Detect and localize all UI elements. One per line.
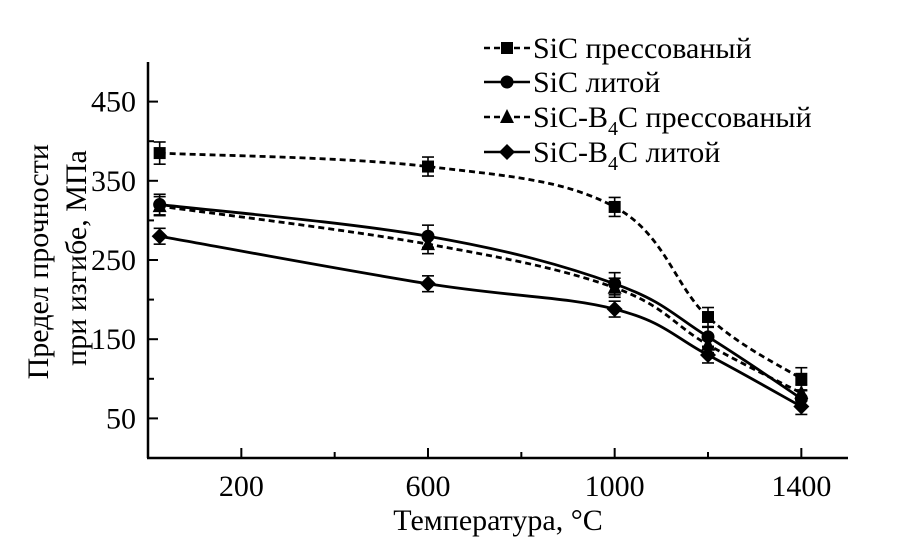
data-point-square <box>422 160 434 173</box>
legend-label-sic-cast: SiC литой <box>533 66 660 99</box>
data-point-square <box>795 372 808 385</box>
legend-label-sicb4c-cast-sub: 4 <box>608 153 618 175</box>
data-point-triangle <box>607 279 622 294</box>
y-axis-title-line-2: при изгибе, МПа <box>60 150 93 366</box>
data-point-triangle <box>701 336 715 351</box>
data-point-diamond <box>420 275 436 292</box>
axis-ticks <box>148 100 803 458</box>
data-point-diamond <box>793 398 810 415</box>
data-point-square <box>702 311 714 324</box>
data-point-diamond <box>700 347 716 364</box>
data-point-square <box>153 147 166 160</box>
series-line-3 <box>159 234 803 408</box>
y-axis-title: Предел прочности при изгибе, МПа <box>22 137 93 380</box>
series-line-0 <box>159 151 803 380</box>
legend-label-sicb4c-pressed-post: C прессованый <box>618 101 812 134</box>
y-tick-label: 450 <box>91 86 136 119</box>
y-tick-label: 250 <box>91 244 136 277</box>
legend-marker-diamond <box>499 144 515 160</box>
legend-item-sic-pressed: SiC прессованый <box>484 32 752 65</box>
data-point-triangle <box>421 236 435 251</box>
legend-label-sicb4c-cast-pre: SiC-B <box>533 136 608 169</box>
series-line-2 <box>159 204 802 395</box>
legend-item-sicb4c-cast: SiC-B4C литой <box>484 136 720 175</box>
legend-label-sicb4c-pressed-pre: SiC-B <box>533 101 608 134</box>
legend-label-sicb4c-cast: SiC-B4C литой <box>533 136 720 175</box>
legend-item-sic-cast: SiC литой <box>484 66 660 99</box>
y-tick-label: 50 <box>106 402 136 435</box>
legend-item-sicb4c-pressed: SiC-B4C прессованый <box>484 101 812 140</box>
error-bars <box>153 141 808 416</box>
legend-label-sicb4c-pressed: SiC-B4C прессованый <box>533 101 812 140</box>
legend: SiC прессованый SiC литой SiC-B4C прессо… <box>484 32 812 175</box>
data-point-triangle <box>794 385 809 400</box>
y-axis-title-line-1: Предел прочности <box>22 144 55 379</box>
x-tick-label: 1400 <box>771 470 831 503</box>
legend-label-sicb4c-cast-post: C литой <box>618 136 720 169</box>
legend-marker-square <box>501 42 513 54</box>
data-point-triangle <box>152 198 167 213</box>
series-line-1 <box>159 203 803 400</box>
data-point-square <box>608 200 621 213</box>
x-tick-label: 600 <box>406 470 451 503</box>
series-curves <box>159 151 803 408</box>
legend-label-sicb4c-pressed-sub: 4 <box>608 118 618 140</box>
data-point-diamond <box>151 228 168 245</box>
y-tick-label: 150 <box>91 323 136 356</box>
legend-marker-circle <box>500 75 514 89</box>
axis-tick-labels: 200 600 1000 1400 50 150 250 350 450 <box>91 86 831 503</box>
x-tick-label: 1000 <box>585 470 645 503</box>
x-axis-title: Температура, °C <box>393 504 602 537</box>
x-tick-label: 200 <box>219 470 264 503</box>
data-markers <box>151 147 810 415</box>
data-point-diamond <box>606 301 623 318</box>
legend-marker-triangle <box>500 109 514 123</box>
y-tick-label: 350 <box>91 165 136 198</box>
legend-label-sic-pressed: SiC прессованый <box>533 32 752 65</box>
